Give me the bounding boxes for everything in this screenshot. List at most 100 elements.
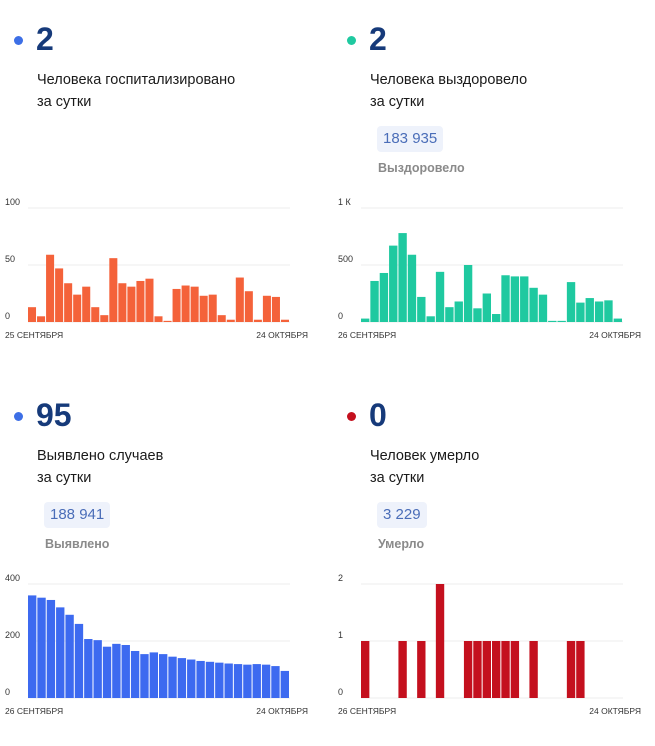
cases-bar <box>65 614 74 698</box>
hospitalized-bar <box>73 294 82 322</box>
hospitalized-bar <box>127 286 136 322</box>
cases-bar <box>252 664 261 698</box>
cases-bar <box>243 664 252 698</box>
cases-xend-label: 24 ОКТЯБРЯ <box>256 706 308 716</box>
hospitalized-bar <box>181 285 190 322</box>
hospitalized-bar <box>271 296 280 322</box>
recovered-chart: 1 К 500 0 26 СЕНТЯБРЯ 24 ОКТЯБРЯ <box>338 197 641 340</box>
recovered-bar <box>613 318 622 322</box>
hospitalized-bar <box>199 295 208 322</box>
deaths-bar <box>576 641 585 698</box>
hospitalized-xend-label: 24 ОКТЯБРЯ <box>256 330 308 340</box>
recovered-xend-label: 24 ОКТЯБРЯ <box>589 330 641 340</box>
deaths-bar <box>566 641 576 698</box>
hospitalized-bar <box>28 307 37 322</box>
hospitalized-bar <box>91 307 100 322</box>
cases-bar <box>196 660 205 698</box>
recovered-bar <box>520 276 529 322</box>
recovered-bar <box>445 307 454 322</box>
recovered-bar <box>426 316 435 322</box>
hospitalized-xstart-label: 25 СЕНТЯБРЯ <box>5 330 63 340</box>
hospitalized-bar <box>154 316 163 322</box>
cases-label-line1: Выявлено случаев <box>37 448 164 464</box>
deaths-total: 3 229 <box>377 502 427 528</box>
cases-bar <box>28 595 37 698</box>
cases-ytick-label: 0 <box>5 687 10 697</box>
recovered-bar <box>529 287 538 322</box>
cases-bar <box>74 623 84 698</box>
cases-dot <box>14 412 23 421</box>
deaths-bar <box>501 641 510 698</box>
recovered-bar <box>492 314 501 322</box>
hospitalized-bar <box>217 315 226 322</box>
recovered-bar <box>379 272 389 322</box>
hospitalized-bar <box>190 286 199 322</box>
recovered-bar <box>473 308 482 322</box>
recovered-bar <box>604 300 613 322</box>
recovered-bar <box>463 265 473 322</box>
cases-bar <box>261 664 271 698</box>
recovered-bar <box>510 276 520 322</box>
cases-bar <box>93 640 102 698</box>
recovered-bar <box>548 320 557 322</box>
hospitalized-ytick-label: 0 <box>5 311 10 321</box>
cases-bar <box>168 656 177 698</box>
recovered-bar <box>361 318 370 322</box>
cases-bar <box>224 663 233 698</box>
deaths-total-label: Умерло <box>378 537 425 551</box>
hospitalized-value: 2 <box>36 21 54 57</box>
cases-panel: 95 Выявлено случаев за сутки 188 941 Выя… <box>0 376 320 746</box>
cases-chart: 400 200 0 26 СЕНТЯБРЯ 24 ОКТЯБРЯ <box>5 573 308 716</box>
recovered-bar <box>538 294 548 322</box>
deaths-ytick-label: 2 <box>338 573 343 583</box>
cases-bar <box>233 664 243 698</box>
recovered-bar <box>398 233 407 322</box>
recovered-ytick-label: 0 <box>338 311 343 321</box>
recovered-total: 183 935 <box>377 126 444 152</box>
recovered-xstart-label: 26 СЕНТЯБРЯ <box>338 330 396 340</box>
recovered-bar <box>417 296 426 322</box>
hospitalized-bar <box>145 278 154 322</box>
hospitalized-ytick-label: 50 <box>5 254 15 264</box>
recovered-bar <box>370 280 379 322</box>
deaths-bar <box>361 641 370 698</box>
hospitalized-bar <box>253 319 262 322</box>
hospitalized-bar <box>46 254 55 322</box>
hospitalized-label-line1: Человека госпитализировано <box>37 72 236 88</box>
hospitalized-bar <box>55 268 64 322</box>
cases-bar <box>84 639 93 698</box>
cases-bar <box>159 654 168 698</box>
cases-total: 188 941 <box>44 502 111 528</box>
deaths-bar <box>529 641 538 698</box>
recovered-ytick-label: 500 <box>338 254 353 264</box>
recovered-bar <box>576 302 585 322</box>
recovered-bar <box>407 254 417 322</box>
deaths-label-line1: Человек умерло <box>370 448 480 464</box>
deaths-bar <box>492 641 501 698</box>
recovered-bar <box>594 301 604 322</box>
deaths-ytick-label: 1 <box>338 630 343 640</box>
recovered-bar <box>389 245 398 322</box>
cases-bar <box>140 654 149 698</box>
recovered-label-line2: за сутки <box>370 94 425 110</box>
cases-ytick-label: 400 <box>5 573 20 583</box>
deaths-ytick-label: 0 <box>338 687 343 697</box>
cases-ytick-label: 200 <box>5 630 20 640</box>
cases-bar <box>46 599 56 698</box>
deaths-bar <box>482 641 491 698</box>
deaths-bar <box>473 641 482 698</box>
cases-label-line2: за сутки <box>37 470 92 486</box>
cases-label: Выявлено случаев за сутки <box>37 445 163 489</box>
deaths-value: 0 <box>369 397 387 433</box>
hospitalized-label-line2: за сутки <box>37 94 92 110</box>
cases-value: 95 <box>36 397 72 433</box>
hospitalized-bar <box>280 319 289 322</box>
hospitalized-bar <box>136 280 145 322</box>
deaths-bar <box>463 641 473 698</box>
hospitalized-chart: 100 50 0 25 СЕНТЯБРЯ 24 ОКТЯБРЯ <box>5 197 308 340</box>
recovered-ytick-label: 1 К <box>338 197 352 207</box>
hospitalized-bar <box>208 294 217 322</box>
deaths-bar <box>417 641 426 698</box>
cases-bar <box>56 607 65 698</box>
hospitalized-bar <box>163 320 172 322</box>
